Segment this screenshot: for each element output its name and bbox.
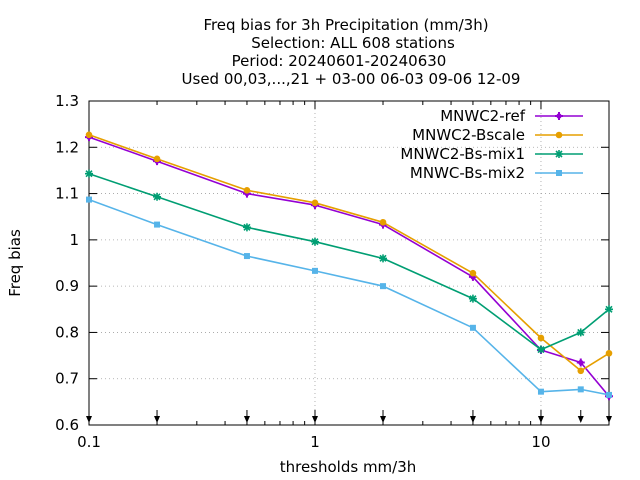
data-point-2-6-dot [538, 347, 543, 352]
series-group [85, 131, 613, 401]
threshold-marker-head [154, 416, 161, 423]
legend-label-0: MNWC2-ref [440, 107, 525, 125]
threshold-marker-head [469, 416, 476, 423]
series-line-1 [88, 134, 610, 372]
plot-frame [88, 100, 610, 426]
legend-label-1: MNWC2-Bscale [412, 126, 525, 144]
series-line-2 [88, 172, 610, 351]
data-point-3-7 [577, 386, 584, 393]
y-tick-label: 0.7 [55, 370, 79, 388]
data-point-1-3 [311, 199, 319, 207]
series-1 [85, 131, 613, 375]
y-tick-label: 0.6 [55, 416, 79, 434]
series-line-3 [88, 198, 610, 396]
title-line-2: Selection: ALL 608 stations [251, 34, 455, 52]
threshold-marker-head [243, 416, 250, 423]
y-tick-label: 1.1 [55, 185, 79, 203]
chart-title: Freq bias for 3h Precipitation (mm/3h) S… [182, 16, 521, 88]
data-point-1-6 [537, 334, 545, 342]
y-tick-label: 1.3 [55, 92, 79, 110]
data-point-2-8-dot [607, 307, 611, 312]
data-point-3-0 [86, 196, 92, 203]
y-tick-label: 0.8 [55, 323, 79, 341]
data-point-0-7-dot [578, 359, 584, 366]
y-axis-label: Freq bias [6, 229, 24, 297]
legend: MNWC2-refMNWC2-BscaleMNWC2-Bs-mix1MNWC-B… [400, 107, 583, 182]
data-point-3-4 [380, 283, 387, 290]
threshold-marker-head [537, 416, 544, 423]
legend-marker-0-dot [556, 113, 562, 119]
title-line-4: Used 00,03,...,21 + 03-00 06-03 09-06 12… [182, 70, 521, 88]
data-point-1-2 [243, 187, 251, 194]
legend-label-3: MNWC-Bs-mix2 [410, 164, 525, 182]
data-point-1-5 [469, 269, 477, 277]
legend-label-2: MNWC2-Bs-mix1 [400, 145, 525, 163]
threshold-marker-head [606, 416, 612, 423]
data-point-3-5 [469, 324, 476, 331]
axis-ticks: 0.6 0.7 0.8 0.9 1 1.1 1.2 1.3 0.1 1 10 [55, 92, 610, 451]
data-point-1-7 [577, 367, 585, 375]
data-point-3-8 [606, 391, 612, 398]
legend-marker-1 [555, 131, 563, 139]
threshold-markers [86, 410, 612, 423]
y-tick-label: 1.2 [55, 138, 79, 156]
x-axis-label: thresholds mm/3h [280, 458, 417, 476]
y-tick-label: 0.9 [55, 277, 79, 295]
data-point-3-1 [154, 221, 161, 228]
grid [89, 101, 609, 425]
data-point-2-4-dot [381, 256, 386, 261]
y-tick-label: 1 [69, 231, 79, 249]
data-point-2-7-dot [578, 330, 583, 335]
data-point-2-5-dot [470, 296, 475, 301]
data-point-1-1 [153, 155, 161, 163]
series-3 [86, 196, 612, 398]
threshold-marker-head [380, 416, 387, 423]
threshold-marker-head [86, 416, 92, 423]
series-2 [85, 169, 613, 354]
data-point-1-0 [85, 131, 93, 139]
data-point-3-3 [311, 267, 318, 274]
x-tick-label: 1 [310, 433, 320, 451]
threshold-marker-head [311, 416, 318, 423]
data-point-2-3-dot [312, 239, 317, 244]
x-tick-label: 0.1 [77, 433, 101, 451]
series-0 [85, 133, 613, 401]
data-point-2-0-dot [87, 171, 91, 176]
title-line-3: Period: 20240601-20240630 [232, 52, 447, 70]
title-line-1: Freq bias for 3h Precipitation (mm/3h) [203, 16, 488, 34]
threshold-marker-head [577, 416, 584, 423]
data-point-3-2 [243, 253, 250, 260]
legend-marker-2-dot [557, 152, 561, 156]
data-point-2-1-dot [155, 194, 160, 199]
legend-marker-3 [556, 170, 562, 176]
data-point-1-8 [605, 349, 613, 357]
series-line-0 [88, 136, 610, 397]
data-point-1-4 [379, 218, 387, 226]
data-point-2-2-dot [244, 225, 249, 230]
x-tick-label: 10 [531, 433, 550, 451]
data-point-3-6 [537, 388, 544, 395]
